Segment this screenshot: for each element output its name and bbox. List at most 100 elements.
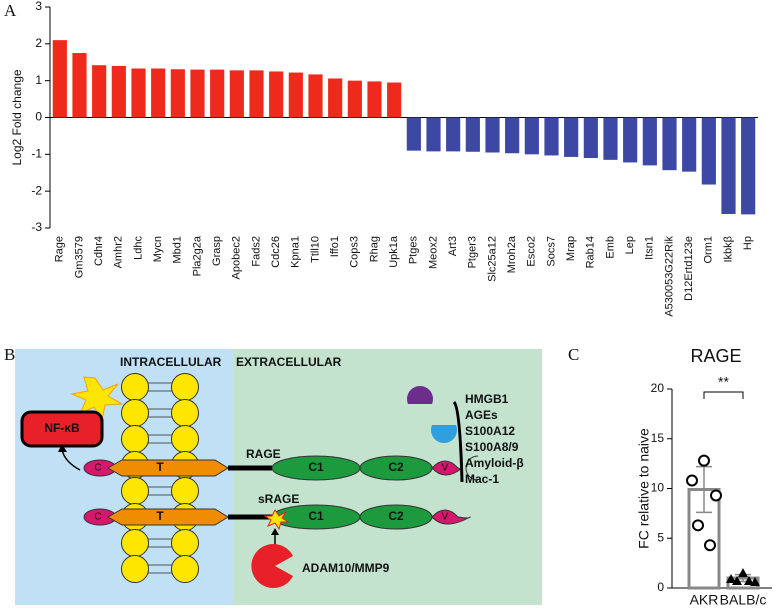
bar	[367, 81, 382, 118]
x-tick-label: Lep	[624, 236, 636, 254]
y-tick-label: 3	[35, 0, 42, 13]
x-tick-label: Mbd1	[172, 236, 184, 264]
ligand	[407, 386, 433, 404]
bar	[92, 65, 107, 118]
y-tick-label: -1	[31, 147, 42, 161]
x-tick-label: Esco2	[526, 236, 538, 267]
significance-bracket	[703, 391, 744, 399]
bar	[52, 40, 67, 118]
lipid-head	[171, 399, 199, 427]
x-tick-label: Cdhr4	[93, 236, 105, 266]
domain-label: C1	[308, 509, 324, 523]
y-tick-label: 1	[35, 73, 42, 87]
bar	[564, 117, 579, 157]
domain-label: C	[94, 463, 101, 474]
x-tick-label: Amhr2	[113, 236, 125, 268]
bar	[269, 71, 284, 118]
x-tick-label: Ptges	[408, 236, 420, 265]
arrowhead	[271, 528, 279, 535]
bar	[583, 117, 598, 159]
x-tick-label: Rab14	[585, 236, 597, 268]
domain-t	[106, 459, 229, 477]
y-axis-label: FC relative to naive	[636, 428, 652, 549]
bar	[229, 70, 244, 118]
x-tick-label: Ttll10	[309, 236, 321, 263]
bar	[308, 74, 323, 118]
x-tick-label: Itsn1	[644, 236, 656, 260]
lipid-head	[121, 399, 149, 427]
x-tick-label: Cdc26	[270, 236, 282, 268]
ligand-label: Amyloid-β	[465, 456, 524, 470]
bar	[288, 72, 303, 118]
bar	[623, 117, 638, 163]
data-point	[744, 576, 754, 586]
data-point	[732, 576, 742, 586]
domain-label: C2	[388, 460, 404, 474]
lipid-head	[171, 555, 199, 583]
y-tick-label: 20	[651, 381, 665, 395]
bar	[446, 117, 461, 152]
bar	[603, 117, 618, 160]
panel-label: C	[568, 345, 579, 364]
diagram: NF-κB INTRACELLULAR EXTRACELLULAR C T C1 C2…	[15, 349, 542, 605]
bar	[151, 68, 166, 118]
bar	[721, 117, 736, 215]
protease-icon	[251, 544, 293, 588]
significance-label: **	[718, 374, 729, 390]
protein-label: sRAGE	[258, 492, 299, 506]
chart-title: RAGE	[690, 346, 741, 366]
bar	[131, 68, 146, 118]
x-tick-label: Ldhc	[132, 236, 144, 260]
y-tick-label: -3	[31, 220, 42, 234]
bar	[662, 117, 677, 171]
x-tick-label: Cops3	[349, 236, 361, 268]
y-tick-label: 0	[35, 110, 42, 124]
y-tick-label: 15	[651, 431, 665, 445]
x-tick-label: Emb	[604, 236, 616, 259]
ligand	[465, 455, 479, 481]
bar	[249, 70, 264, 118]
panel-label: A	[4, 1, 17, 20]
x-tick-label: Gm3579	[73, 236, 85, 278]
bar	[72, 53, 87, 118]
ligand-label: S100A8/9	[465, 440, 519, 454]
x-tick-label: Mycn	[152, 236, 164, 262]
data-point	[710, 489, 722, 502]
data-point	[704, 539, 716, 552]
x-tick-label: Meox2	[427, 236, 439, 269]
y-tick-label: 10	[651, 481, 665, 495]
bar	[505, 117, 520, 154]
bar	[701, 117, 716, 185]
ligand-label: Mac-1	[465, 472, 499, 486]
x-tick-label: Rhag	[368, 236, 380, 262]
x-tick-label: Kpna1	[290, 236, 302, 268]
y-tick-label: 2	[35, 36, 42, 50]
bar	[347, 80, 362, 118]
x-tick-label: D12Ertd123e	[683, 236, 695, 301]
data-point	[692, 519, 704, 532]
x-tick-label: Ikbkβ	[722, 236, 734, 263]
domain-v	[431, 509, 471, 525]
bar	[387, 82, 402, 118]
domain-t	[106, 508, 229, 526]
x-tick-label: Pla2g2a	[191, 235, 203, 276]
nfkb-label: NF-κB	[44, 421, 80, 435]
x-tick-label: Mroh2a	[506, 235, 518, 273]
protease-label: ADAM10/MMP9	[302, 561, 390, 575]
domain-label: C1	[308, 460, 324, 474]
domain-label: T	[156, 509, 164, 523]
y-tick-label: -2	[31, 183, 42, 197]
ligand-label: S100A12	[465, 424, 515, 438]
lipid-head	[171, 477, 199, 505]
x-tick-label: AKR	[690, 592, 719, 608]
domain-label: C	[94, 512, 101, 523]
lipid-head	[171, 529, 199, 557]
x-tick-label: Mrap	[565, 236, 577, 261]
x-tick-label: Upk1a	[388, 235, 400, 268]
bar	[170, 69, 185, 118]
x-tick-label: BALB/c	[720, 592, 767, 608]
bar	[210, 69, 225, 118]
bar	[328, 78, 343, 118]
bar	[426, 117, 441, 152]
